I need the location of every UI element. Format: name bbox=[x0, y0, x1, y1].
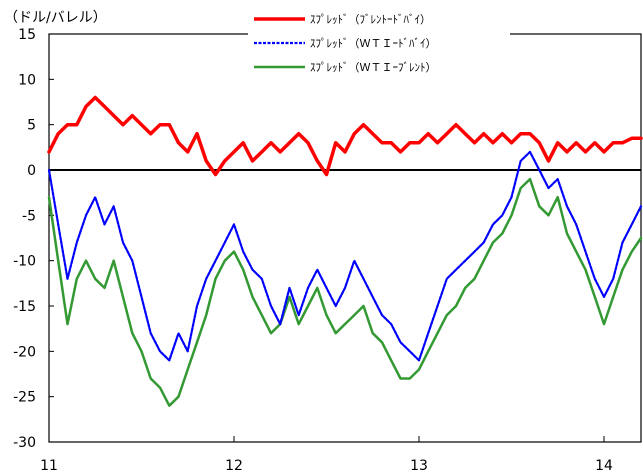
x-tick-label: 13 bbox=[410, 458, 428, 474]
x-tick-labels: 11 12 13 14 bbox=[40, 458, 613, 474]
y-tick-label: -25 bbox=[13, 390, 36, 406]
y-tick-label: -30 bbox=[13, 435, 36, 451]
y-tick-label: 5 bbox=[27, 118, 36, 134]
legend-label-1: ｽﾌﾟﾚｯﾄﾞ（ﾌﾞﾚﾝﾄｰﾄﾞﾊﾞｲ） bbox=[310, 13, 431, 26]
x-tick-label: 12 bbox=[225, 458, 243, 474]
legend: ｽﾌﾟﾚｯﾄﾞ（ﾌﾞﾚﾝﾄｰﾄﾞﾊﾞｲ） ｽﾌﾟﾚｯﾄﾞ（ＷＴＩｰﾄﾞﾊﾞｲ） ｽﾌ… bbox=[248, 8, 510, 84]
y-tick-label: -5 bbox=[22, 208, 36, 224]
plot-area-frame bbox=[48, 33, 642, 443]
tick-marks bbox=[48, 33, 605, 443]
y-tick-label: 0 bbox=[27, 163, 36, 179]
y-tick-labels: 15 10 5 0 -5 -10 -15 -20 -25 -30 bbox=[13, 27, 36, 451]
x-tick-label: 11 bbox=[40, 458, 58, 474]
series-line-2 bbox=[47, 150, 643, 362]
legend-label-3: ｽﾌﾟﾚｯﾄﾞ（ＷＴＩｰﾌﾞﾚﾝﾄ） bbox=[310, 61, 437, 74]
y-tick-label: 10 bbox=[18, 72, 36, 88]
y-tick-label: 15 bbox=[18, 27, 36, 43]
series-line-3 bbox=[47, 177, 643, 407]
x-tick-label: 14 bbox=[595, 458, 613, 474]
y-tick-label: -10 bbox=[13, 254, 36, 270]
y-tick-label: -20 bbox=[13, 344, 36, 360]
legend-label-2: ｽﾌﾟﾚｯﾄﾞ（ＷＴＩｰﾄﾞﾊﾞｲ） bbox=[310, 37, 437, 50]
y-tick-label: -15 bbox=[13, 299, 36, 315]
y-axis-label: （ドル/バレル） bbox=[4, 10, 107, 26]
series-line-1 bbox=[47, 95, 643, 177]
series-layer bbox=[47, 95, 643, 407]
